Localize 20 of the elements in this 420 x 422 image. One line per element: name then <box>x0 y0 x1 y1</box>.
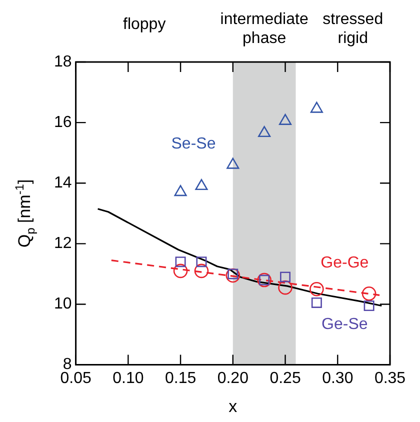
series-label: Ge-Se <box>322 316 368 334</box>
y-tick-label: 10 <box>54 296 72 313</box>
text: stressed rigid <box>322 11 384 47</box>
y-tick-label: 14 <box>54 174 72 192</box>
y-tick-label: 12 <box>54 235 72 252</box>
x-tick-label: 0.30 <box>322 370 354 387</box>
y-tick-label: 18 <box>54 53 72 70</box>
x-tick-label: 0.15 <box>164 370 196 387</box>
x-tick-label: 0.35 <box>374 370 406 387</box>
series-label: Ge-Ge <box>320 254 369 272</box>
x-tick-label: 0.25 <box>270 370 301 387</box>
x-tick-label: 0.20 <box>217 370 249 387</box>
series-label: Se-Se <box>171 136 216 153</box>
band-label: intermediate phase <box>220 11 308 47</box>
x-tick-label: 0.05 <box>60 370 92 387</box>
x-axis-title: x <box>228 397 238 416</box>
text: floppy <box>122 16 166 33</box>
y-tick-label: 16 <box>54 114 72 131</box>
y-axis-title: Qp [nm-1] <box>12 179 38 248</box>
x-tick-label: 0.10 <box>112 370 144 387</box>
